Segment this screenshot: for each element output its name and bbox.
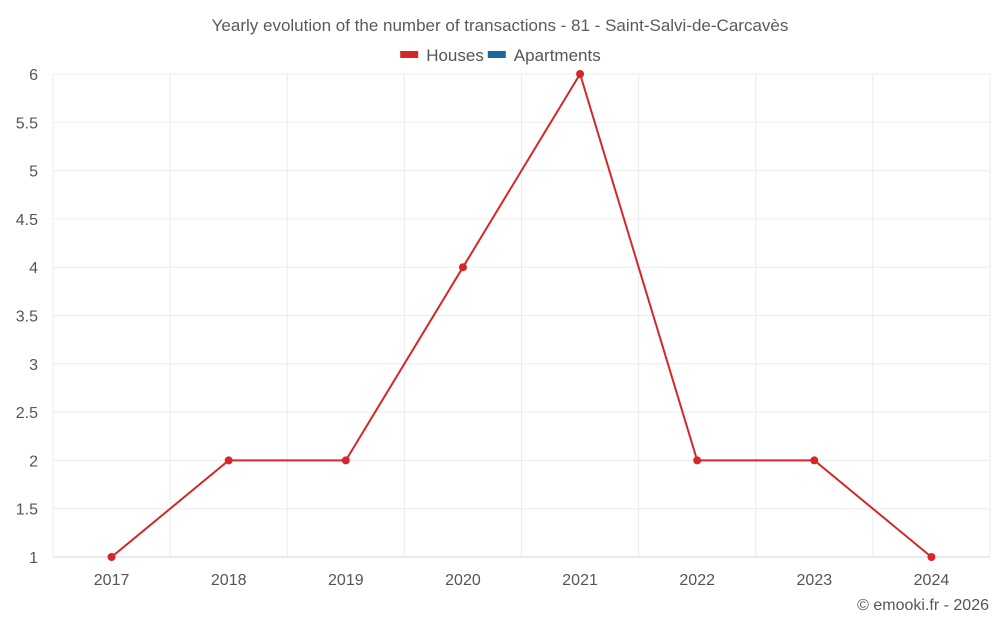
credit-text: © emooki.fr - 2026 bbox=[857, 597, 989, 614]
data-point-houses[interactable] bbox=[693, 456, 702, 465]
y-tick-label: 6 bbox=[29, 67, 38, 84]
data-point-houses[interactable] bbox=[107, 553, 116, 561]
x-tick-label: 2017 bbox=[94, 572, 130, 589]
y-tick-label: 5.5 bbox=[16, 115, 38, 132]
y-tick-label: 1 bbox=[29, 550, 38, 567]
data-point-houses[interactable] bbox=[458, 263, 467, 272]
y-tick-label: 5 bbox=[29, 164, 38, 181]
x-tick-label: 2020 bbox=[445, 572, 481, 589]
data-point-houses[interactable] bbox=[341, 456, 350, 465]
data-point-houses[interactable] bbox=[224, 456, 233, 465]
x-tick-label: 2023 bbox=[797, 572, 833, 589]
series-line-houses bbox=[110, 73, 933, 558]
legend-swatch-houses[interactable] bbox=[400, 51, 419, 58]
y-tick-label: 3.5 bbox=[16, 309, 38, 326]
x-tick-label: 2024 bbox=[914, 572, 950, 589]
y-tick-label: 4.5 bbox=[16, 212, 38, 229]
x-axis-ticks: 2017 2018 2019 2020 2021 2022 2023 2024 bbox=[94, 572, 950, 589]
y-axis-ticks: 1 1.5 2 2.5 3 3.5 4 4.5 5 5.5 6 bbox=[16, 67, 38, 567]
y-tick-label: 4 bbox=[29, 260, 38, 277]
x-tick-label: 2019 bbox=[328, 572, 364, 589]
legend: Houses Apartments bbox=[400, 46, 601, 65]
legend-label-apartments[interactable]: Apartments bbox=[514, 46, 601, 65]
data-point-houses[interactable] bbox=[810, 456, 819, 465]
y-tick-label: 2 bbox=[29, 453, 38, 470]
data-point-houses[interactable] bbox=[576, 70, 585, 78]
x-tick-label: 2021 bbox=[562, 572, 598, 589]
x-tick-label: 2022 bbox=[679, 572, 715, 589]
y-tick-label: 1.5 bbox=[16, 502, 38, 519]
y-tick-label: 2.5 bbox=[16, 405, 38, 422]
legend-swatch-apartments[interactable] bbox=[487, 51, 506, 58]
legend-label-houses[interactable]: Houses bbox=[426, 46, 484, 65]
series-group bbox=[107, 70, 936, 561]
chart-title: Yearly evolution of the number of transa… bbox=[212, 16, 789, 35]
y-tick-label: 3 bbox=[29, 357, 38, 374]
data-point-houses[interactable] bbox=[927, 553, 936, 561]
x-tick-label: 2018 bbox=[211, 572, 247, 589]
